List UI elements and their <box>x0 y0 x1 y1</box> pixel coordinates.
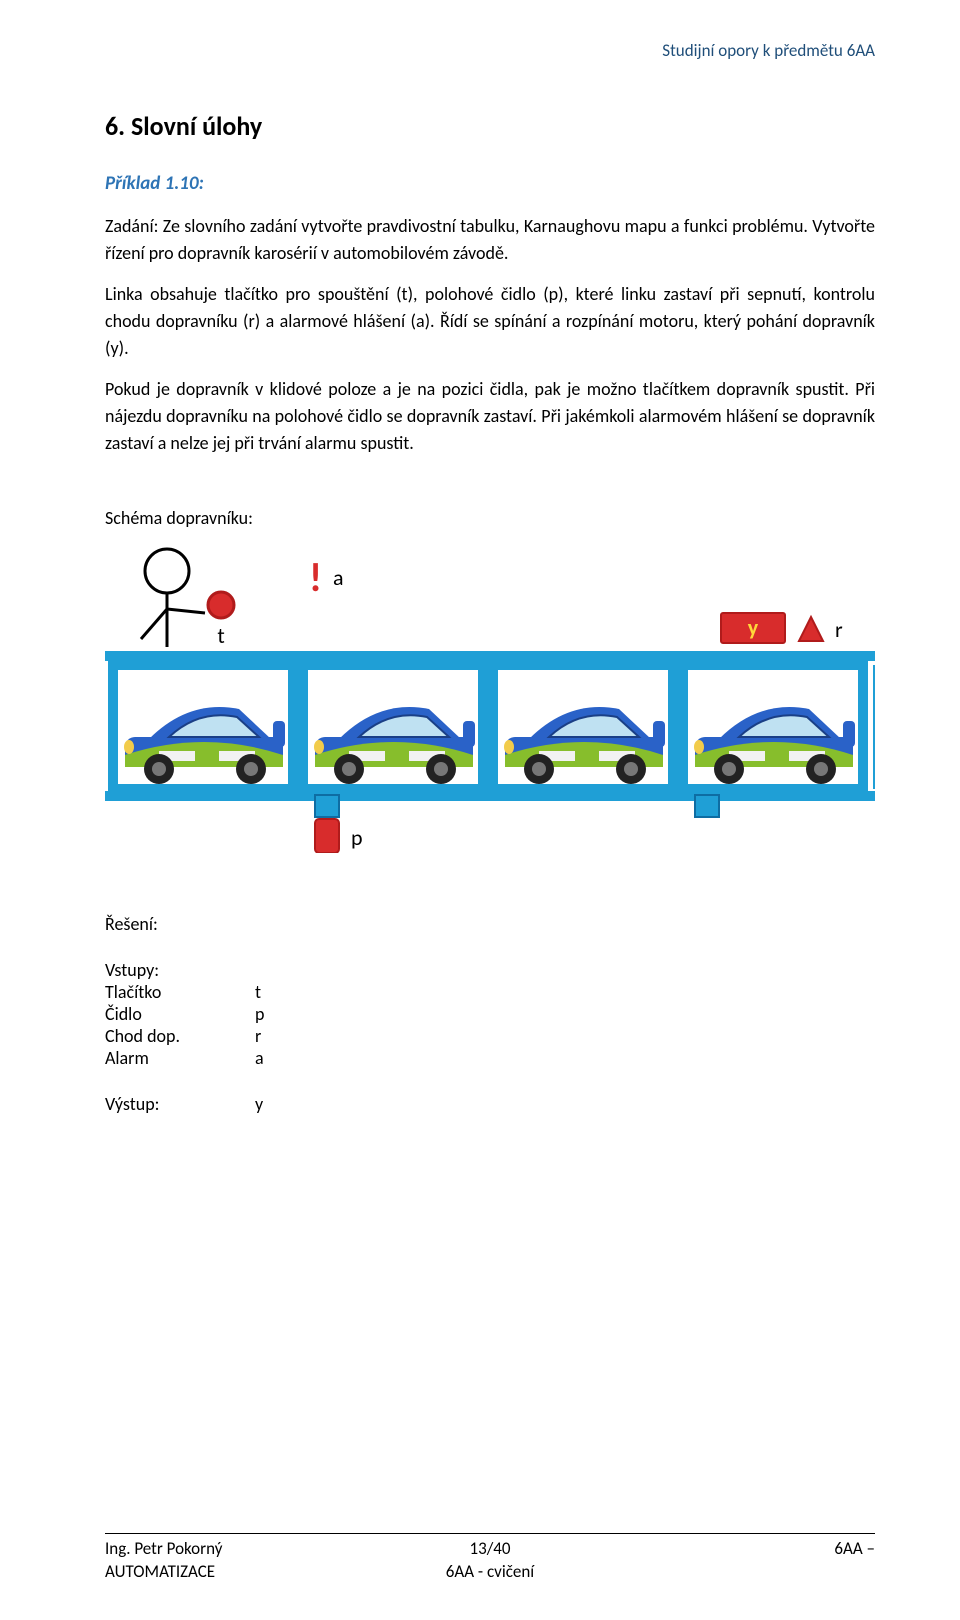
top-rail <box>105 651 875 661</box>
footer-subject: 6AA – <box>534 1538 875 1559</box>
schema-label: Schéma dopravníku: <box>105 507 875 529</box>
label-a: a <box>333 564 344 591</box>
operator-icon <box>141 549 205 647</box>
input-row: Alarm a <box>105 1047 875 1069</box>
input-sym: r <box>255 1025 261 1047</box>
paragraph-1: Zadání: Ze slovního zadání vytvořte prav… <box>105 213 875 267</box>
bottom-rail <box>105 791 875 801</box>
connector-1 <box>315 795 339 817</box>
input-name: Čidlo <box>105 1003 255 1025</box>
label-t: t <box>217 622 224 649</box>
example-label: Příklad 1.10: <box>105 172 875 195</box>
input-sym: p <box>255 1003 264 1025</box>
footer-author: Ing. Petr Pokorný <box>105 1538 446 1559</box>
sensor-r-icon <box>799 617 823 641</box>
output-label: Výstup: <box>105 1093 255 1115</box>
paragraph-2: Linka obsahuje tlačítko pro spouštění (t… <box>105 281 875 362</box>
footer-dept: AUTOMATIZACE <box>105 1561 446 1582</box>
page-title: 6. Slovní úlohy <box>105 110 875 142</box>
solution-title: Řešení: <box>105 913 875 935</box>
input-name: Chod dop. <box>105 1025 255 1047</box>
input-row: Chod dop. r <box>105 1025 875 1047</box>
label-y: y <box>748 614 759 641</box>
input-sym: a <box>255 1047 264 1069</box>
footer-course: 6AA - cvičení <box>446 1561 534 1582</box>
inputs-label: Vstupy: <box>105 959 875 981</box>
start-button-icon <box>208 592 234 618</box>
footer-page: 13/40 <box>446 1538 534 1559</box>
label-r: r <box>835 616 843 643</box>
input-sym: t <box>255 981 261 1003</box>
input-row: Tlačítko t <box>105 981 875 1003</box>
page-footer: Ing. Petr Pokorný 13/40 6AA – AUTOMATIZA… <box>105 1533 875 1582</box>
input-name: Alarm <box>105 1047 255 1069</box>
header-subject: Studijní opory k předmětu 6AA <box>662 40 875 61</box>
sensor-p-icon <box>315 819 339 853</box>
schema-figure: t ! a y r <box>105 543 875 853</box>
input-row: Čidlo p <box>105 1003 875 1025</box>
conveyor-panels <box>113 665 875 789</box>
schema-svg: t ! a y r <box>105 543 875 853</box>
output-sym: y <box>255 1093 263 1115</box>
input-name: Tlačítko <box>105 981 255 1003</box>
alarm-excl-icon: ! <box>309 553 322 602</box>
connector-2 <box>695 795 719 817</box>
label-p: p <box>351 824 363 851</box>
paragraph-3: Pokud je dopravník v klidové poloze a je… <box>105 376 875 457</box>
